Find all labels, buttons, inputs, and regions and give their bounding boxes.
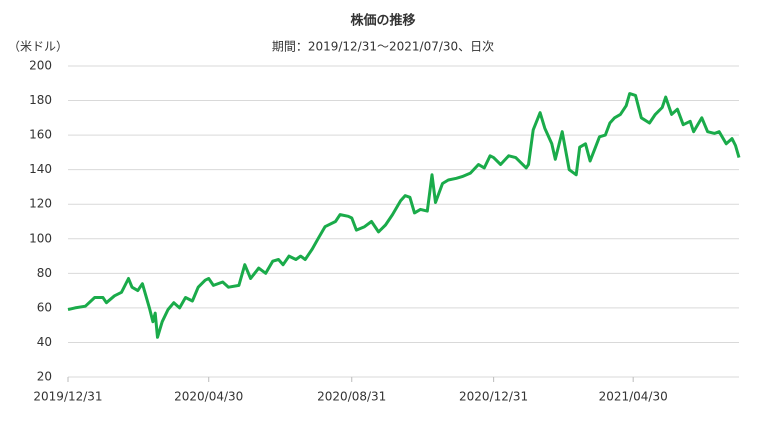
y-tick-label: 140 — [29, 162, 52, 176]
x-tick-label: 2020/04/30 — [174, 390, 243, 404]
y-tick-label: 120 — [29, 197, 52, 211]
y-axis-label: （米ドル） — [8, 40, 68, 54]
chart-title: 株価の推移 — [350, 13, 415, 29]
x-tick-label: 2021/04/30 — [599, 390, 668, 404]
y-tick-label: 80 — [37, 266, 52, 280]
y-tick-label: 40 — [37, 335, 52, 349]
chart-subtitle: 期間：2019/12/31～2021/07/30、日次 — [272, 40, 494, 54]
x-tick-label: 2020/08/31 — [317, 390, 386, 404]
y-tick-label: 60 — [37, 300, 52, 314]
y-tick-label: 160 — [29, 128, 52, 142]
y-tick-label: 180 — [29, 93, 52, 107]
x-tick-label: 2019/12/31 — [33, 390, 102, 404]
price-line — [67, 92, 741, 339]
y-tick-label: 100 — [29, 231, 52, 245]
y-tick-label: 20 — [37, 370, 52, 384]
x-tick-label: 2020/12/31 — [459, 390, 528, 404]
y-tick-label: 200 — [29, 59, 52, 73]
